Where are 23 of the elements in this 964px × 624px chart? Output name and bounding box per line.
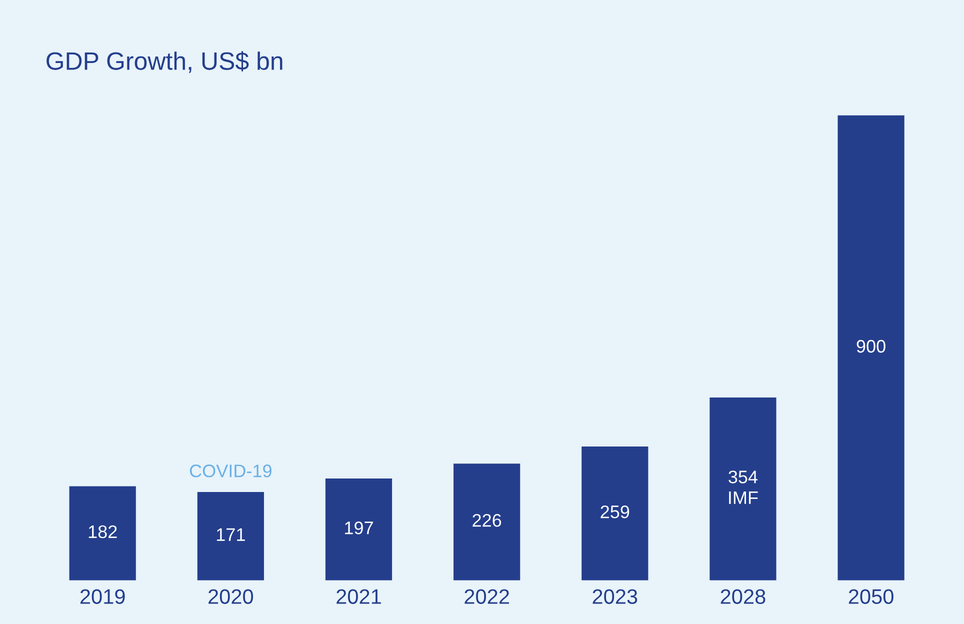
data-label: 197: [345, 521, 373, 534]
bar: [69, 486, 136, 580]
data-label: 900: [856, 340, 886, 353]
x-tick-label: 2022: [464, 589, 509, 604]
chart-title: GDP Growth, US$ bn: [46, 51, 282, 73]
data-label: 354 IMF: [728, 470, 758, 504]
bar: [454, 464, 520, 580]
data-label: 171: [216, 528, 245, 541]
bar: [582, 446, 648, 580]
bar: [710, 397, 776, 580]
bar: [197, 492, 264, 580]
x-tick-label: 2021: [336, 589, 381, 604]
x-tick-label: 2028: [720, 589, 766, 604]
data-label: 182: [88, 525, 117, 538]
x-tick-label: 2050: [848, 589, 894, 604]
data-label: 226: [472, 514, 502, 527]
x-tick-label: 2019: [80, 589, 125, 604]
x-tick-label: 2020: [208, 589, 254, 604]
bar: [325, 478, 392, 580]
bar: [838, 115, 904, 580]
data-label: 259: [600, 505, 630, 518]
annotation: COVID-19: [190, 464, 272, 478]
x-tick-label: 2023: [592, 589, 638, 604]
